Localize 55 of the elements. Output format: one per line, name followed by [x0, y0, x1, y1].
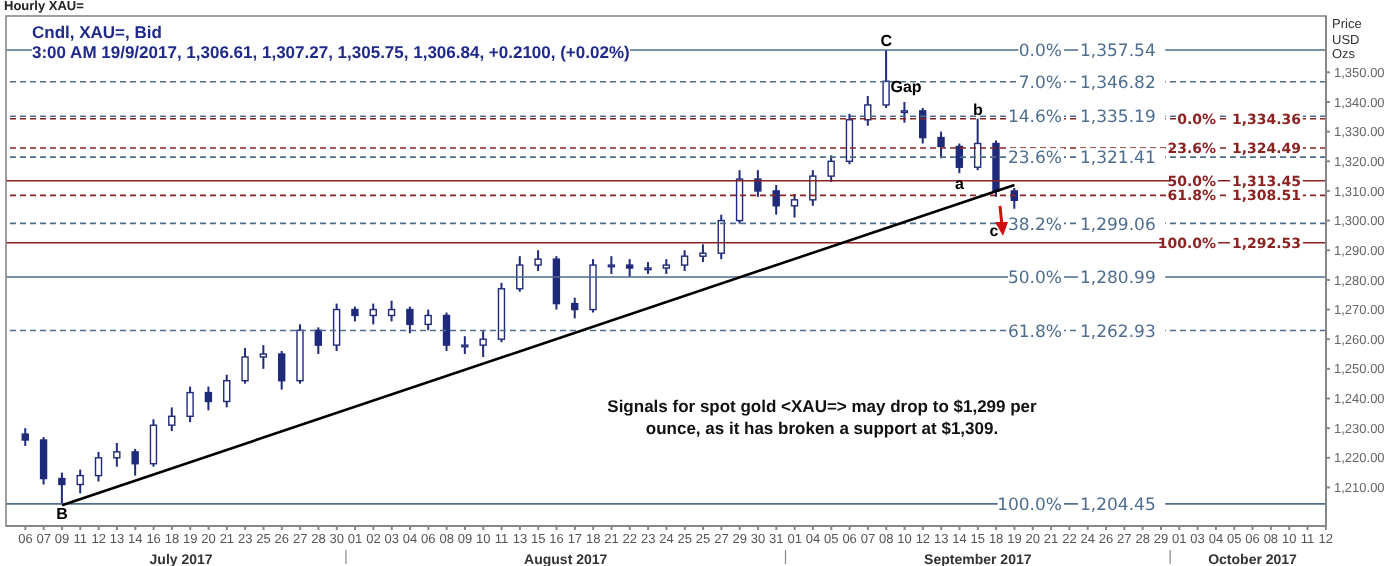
candlestick: [735, 169, 744, 225]
candlestick: [223, 373, 231, 409]
candlestick: [772, 184, 780, 216]
annotation: b: [972, 100, 983, 119]
candlestick: [314, 326, 323, 356]
ref-line-label: 14.6% 1,335.19: [1007, 108, 1156, 129]
annotation: Signals for spot gold <XAU=> may drop to $1,299 per ounce, as it has broken a support at $1,309.: [605, 396, 1039, 440]
annotation: c: [989, 222, 1000, 240]
candlestick: [790, 192, 799, 219]
candlestick: [754, 169, 762, 198]
candlestick: [113, 441, 121, 468]
ref-line-label: 0.0% 1,357.54: [1018, 42, 1156, 63]
candlestick: [571, 296, 579, 320]
candlestick: [39, 436, 48, 486]
candlestick: [534, 249, 542, 272]
candlestick: [552, 255, 561, 311]
candlestick: [186, 385, 194, 424]
candlestick: [589, 258, 597, 314]
candlestick: [827, 154, 835, 184]
candlestick: [387, 299, 396, 323]
candlestick: [58, 471, 66, 505]
candlestick: [442, 311, 451, 353]
candlestick: [680, 249, 689, 272]
ref-line-label: 100.0% 1,204.45: [997, 496, 1156, 517]
candlestick: [845, 112, 854, 166]
candlestick: [277, 350, 286, 391]
candlestick: [479, 329, 487, 358]
annotation: 3:00 AM 19/9/2017, 1,306.61, 1,307.27, 1,305.75, 1,306.84, +0.2100, (+0.02%): [32, 42, 630, 62]
candlestick: [204, 385, 213, 412]
candlestick: [94, 450, 103, 483]
candlestick: [168, 406, 176, 433]
annotation: Gap: [890, 78, 922, 96]
candlestick: [332, 302, 341, 353]
annotation: C: [880, 31, 893, 50]
ref-line-label: 50.0% 1,280.99: [1007, 269, 1156, 290]
ref-line-label: 38.2% 1,299.06: [1007, 215, 1156, 236]
candlestick: [882, 48, 890, 109]
candlestick: [259, 344, 268, 370]
candlestick: [241, 347, 249, 385]
candlestick: [131, 447, 139, 477]
candlestick: [809, 169, 817, 207]
ref-line-label: 23.6% 1,321.41: [1007, 149, 1156, 170]
candlestick: [937, 130, 945, 160]
candlestick: [424, 308, 432, 332]
candlestick: [406, 305, 414, 335]
candlestick: [992, 139, 1000, 198]
candlestick: [369, 302, 377, 326]
ref-line-label: 7.0% 1,346.82: [1018, 73, 1156, 94]
candlestick: [76, 468, 84, 495]
candlestick: [149, 418, 158, 468]
candlestick: [900, 100, 909, 124]
candlestick: [1010, 186, 1018, 210]
chart-subtitle: Cndl, XAU=, Bid: [32, 22, 164, 42]
ref-line-label: 61.8% 1,262.93: [1007, 322, 1156, 343]
annotation: B: [56, 505, 69, 524]
